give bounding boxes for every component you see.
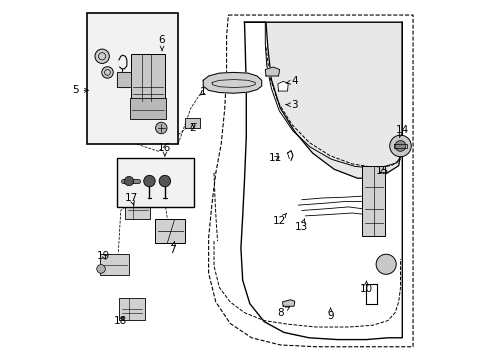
- Text: 11: 11: [268, 153, 281, 163]
- Polygon shape: [277, 81, 287, 91]
- Bar: [117, 158, 194, 207]
- Text: 4: 4: [285, 76, 297, 86]
- Text: 16: 16: [158, 143, 171, 156]
- Polygon shape: [117, 72, 131, 87]
- Circle shape: [159, 175, 170, 187]
- Bar: [125, 202, 149, 220]
- Circle shape: [375, 254, 395, 274]
- Bar: [131, 54, 164, 101]
- Circle shape: [155, 122, 167, 134]
- Bar: [185, 118, 199, 128]
- Bar: [119, 298, 144, 320]
- Text: 10: 10: [359, 281, 372, 294]
- Text: 18: 18: [114, 316, 127, 325]
- Circle shape: [143, 175, 155, 187]
- Circle shape: [97, 265, 105, 273]
- Polygon shape: [265, 67, 279, 76]
- Circle shape: [394, 140, 405, 151]
- Circle shape: [389, 135, 410, 157]
- Polygon shape: [203, 72, 261, 93]
- Text: 8: 8: [277, 307, 289, 318]
- Circle shape: [95, 49, 109, 63]
- Text: 2: 2: [189, 123, 195, 133]
- Text: 14: 14: [395, 125, 408, 138]
- Text: 13: 13: [295, 219, 308, 231]
- Text: 15: 15: [376, 166, 389, 176]
- Bar: [155, 220, 185, 243]
- Text: 5: 5: [72, 85, 88, 95]
- Bar: [362, 166, 385, 235]
- Text: 9: 9: [326, 308, 333, 321]
- Text: 7: 7: [169, 242, 176, 255]
- Bar: [100, 254, 129, 275]
- Text: 6: 6: [159, 35, 165, 51]
- Polygon shape: [282, 300, 294, 306]
- Polygon shape: [246, 22, 402, 178]
- Text: 17: 17: [124, 193, 138, 206]
- Text: 12: 12: [272, 213, 286, 226]
- Text: 3: 3: [285, 100, 297, 110]
- Text: 19: 19: [97, 251, 110, 261]
- Circle shape: [124, 176, 133, 186]
- Bar: [129, 98, 165, 119]
- Bar: [86, 13, 178, 144]
- Text: 1: 1: [200, 87, 206, 97]
- Circle shape: [102, 67, 113, 78]
